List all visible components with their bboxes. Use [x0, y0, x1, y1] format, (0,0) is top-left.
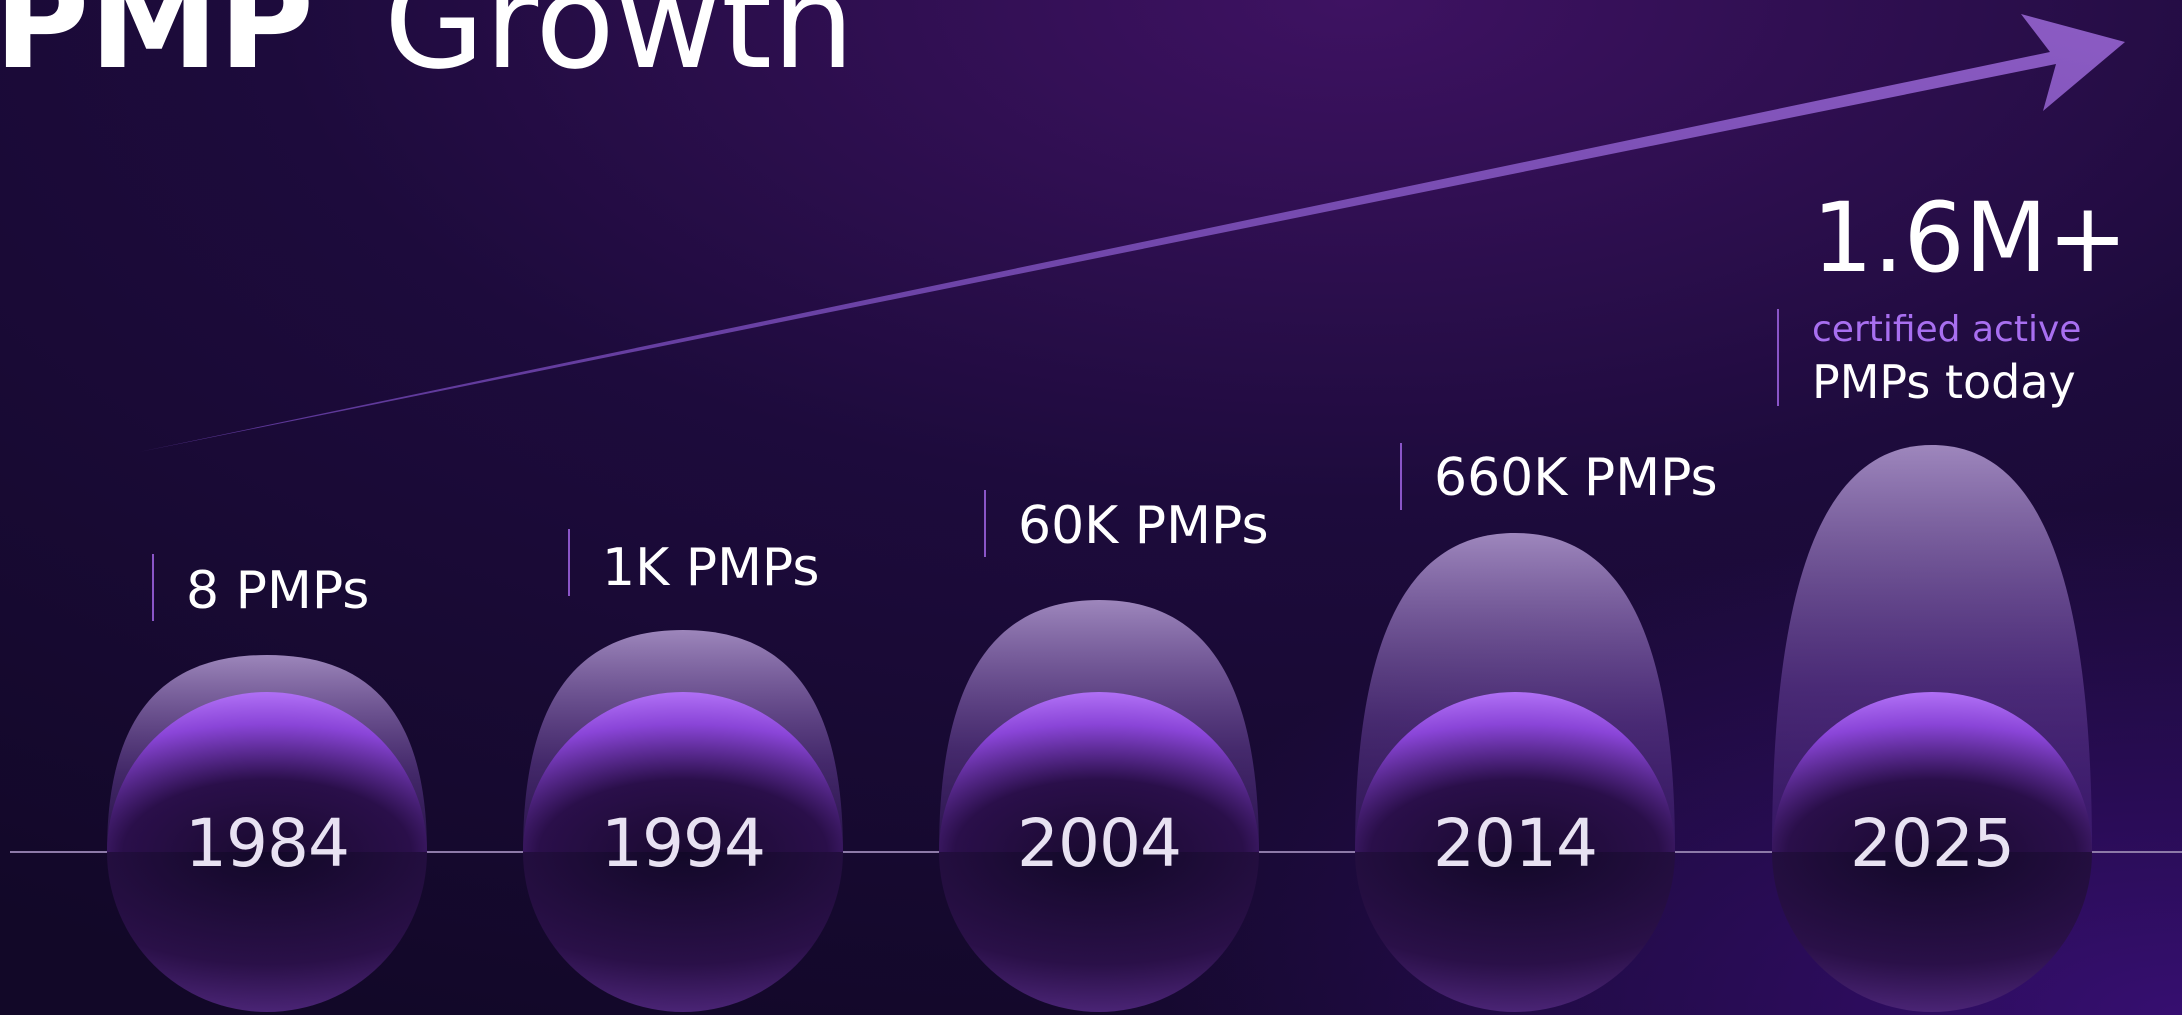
- year: 2014: [1433, 805, 1597, 882]
- title-rest: Growth: [384, 0, 855, 98]
- milestone-label: 1K PMPs: [602, 538, 819, 598]
- milestone-label: 8 PMPs: [186, 561, 369, 621]
- year: 1994: [601, 805, 765, 882]
- title-bold: PMP: [0, 0, 314, 98]
- infographic: PMP® Growth 1984 8 PMPs 1994 1K PMPs 2004 60K …: [0, 0, 2182, 1015]
- headline: 1.6M+: [1812, 182, 2128, 294]
- title: PMP® Growth: [0, 0, 854, 98]
- milestone-label: 60K PMPs: [1018, 496, 1269, 556]
- year: 2004: [1017, 805, 1181, 882]
- caption-top: certified active: [1812, 309, 2081, 350]
- title-mark: ®: [314, 0, 364, 9]
- year: 1984: [185, 805, 349, 882]
- caption-bottom: PMPs today: [1812, 355, 2076, 409]
- milestone-label: 660K PMPs: [1434, 448, 1718, 508]
- year: 2025: [1850, 805, 2014, 882]
